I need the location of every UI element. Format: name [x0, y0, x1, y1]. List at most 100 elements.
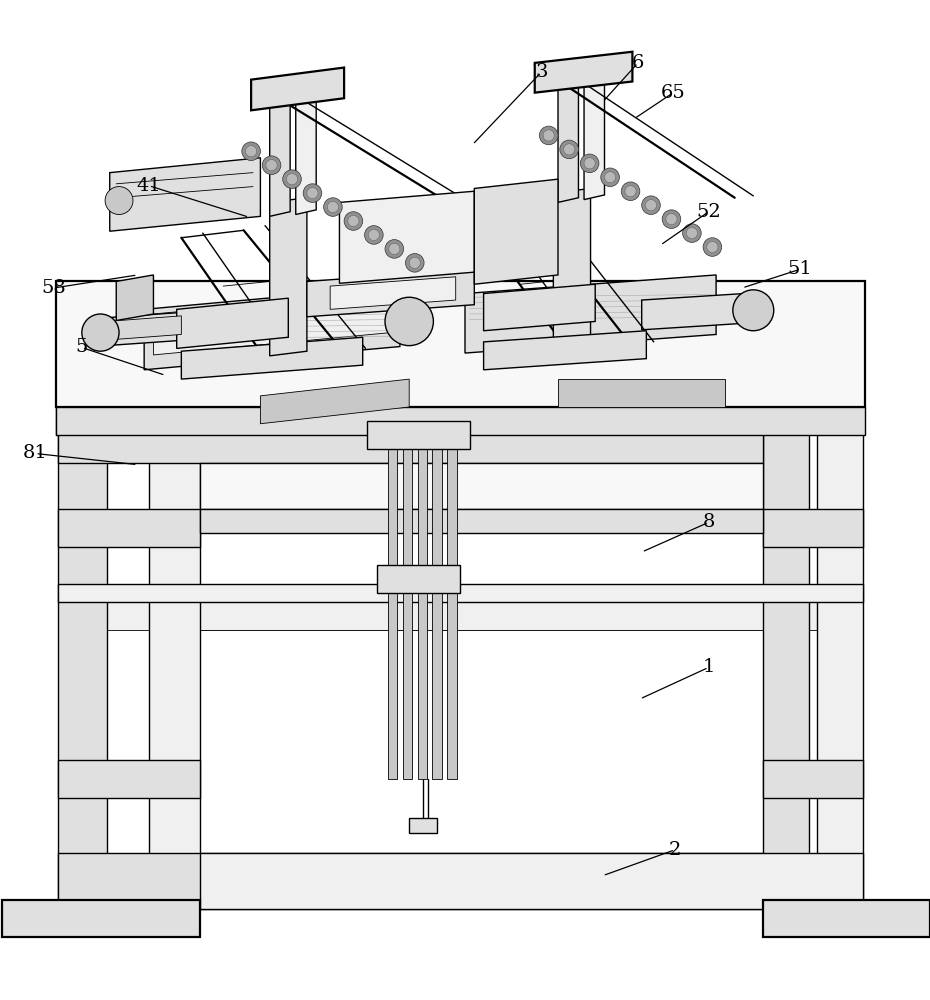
Polygon shape: [763, 509, 863, 546]
Text: 52: 52: [697, 203, 721, 221]
Polygon shape: [584, 72, 604, 200]
Polygon shape: [409, 818, 437, 833]
Circle shape: [645, 200, 657, 211]
Circle shape: [307, 188, 318, 199]
Circle shape: [368, 229, 379, 241]
Polygon shape: [377, 565, 460, 593]
Circle shape: [601, 168, 619, 187]
Circle shape: [105, 187, 133, 214]
Circle shape: [266, 160, 277, 171]
Polygon shape: [763, 760, 863, 798]
Polygon shape: [558, 75, 578, 202]
Circle shape: [283, 170, 301, 188]
Circle shape: [385, 240, 404, 258]
Circle shape: [543, 130, 554, 141]
Polygon shape: [474, 179, 558, 284]
Text: 6: 6: [631, 54, 644, 72]
Polygon shape: [144, 286, 400, 370]
Polygon shape: [251, 68, 344, 110]
Polygon shape: [553, 188, 591, 347]
Circle shape: [560, 140, 578, 159]
Circle shape: [405, 254, 424, 272]
Polygon shape: [484, 331, 646, 370]
Circle shape: [604, 172, 616, 183]
Circle shape: [683, 224, 701, 242]
Polygon shape: [2, 900, 200, 937]
Polygon shape: [93, 312, 186, 347]
Circle shape: [348, 215, 359, 227]
Polygon shape: [465, 275, 716, 353]
Circle shape: [409, 257, 420, 268]
Circle shape: [262, 156, 281, 174]
Circle shape: [539, 126, 558, 145]
Polygon shape: [270, 198, 307, 356]
Circle shape: [625, 186, 636, 197]
Polygon shape: [110, 158, 260, 231]
Text: 81: 81: [23, 444, 47, 462]
Polygon shape: [200, 593, 863, 630]
Polygon shape: [330, 277, 456, 309]
Circle shape: [344, 212, 363, 230]
Polygon shape: [432, 421, 442, 779]
Text: 58: 58: [42, 279, 66, 297]
Circle shape: [686, 228, 698, 239]
Polygon shape: [296, 84, 316, 214]
Polygon shape: [418, 421, 427, 779]
Polygon shape: [200, 463, 763, 509]
Polygon shape: [58, 853, 763, 909]
Polygon shape: [58, 593, 763, 630]
Circle shape: [703, 238, 722, 256]
Polygon shape: [56, 281, 865, 407]
Polygon shape: [260, 379, 409, 424]
Polygon shape: [388, 421, 397, 779]
Polygon shape: [642, 294, 744, 330]
Polygon shape: [56, 407, 865, 435]
Text: 65: 65: [661, 84, 685, 102]
Circle shape: [584, 158, 595, 169]
Polygon shape: [200, 509, 763, 533]
Circle shape: [385, 297, 433, 346]
Polygon shape: [535, 52, 632, 93]
Polygon shape: [177, 298, 288, 348]
Polygon shape: [270, 86, 290, 216]
Polygon shape: [58, 584, 863, 602]
Polygon shape: [149, 430, 200, 909]
Polygon shape: [403, 421, 412, 779]
Polygon shape: [763, 900, 930, 937]
Polygon shape: [817, 430, 863, 909]
Text: 2: 2: [669, 841, 682, 859]
Polygon shape: [339, 191, 474, 283]
Circle shape: [82, 314, 119, 351]
Text: 41: 41: [137, 177, 161, 195]
Polygon shape: [763, 430, 809, 909]
Polygon shape: [367, 421, 470, 449]
Circle shape: [580, 154, 599, 173]
Circle shape: [303, 184, 322, 202]
Polygon shape: [116, 275, 153, 321]
Circle shape: [642, 196, 660, 214]
Text: 1: 1: [702, 658, 715, 676]
Polygon shape: [200, 853, 863, 909]
Text: 3: 3: [535, 63, 548, 81]
Circle shape: [666, 214, 677, 225]
Polygon shape: [107, 316, 181, 340]
Circle shape: [621, 182, 640, 201]
Circle shape: [733, 290, 774, 331]
Circle shape: [324, 198, 342, 216]
Polygon shape: [558, 379, 725, 407]
Polygon shape: [58, 430, 107, 909]
Circle shape: [389, 243, 400, 254]
Circle shape: [246, 146, 257, 157]
Circle shape: [564, 144, 575, 155]
Polygon shape: [484, 284, 595, 331]
Circle shape: [327, 201, 339, 213]
Circle shape: [662, 210, 681, 228]
Text: 8: 8: [702, 513, 715, 531]
Text: 51: 51: [788, 260, 812, 278]
Polygon shape: [153, 292, 391, 355]
Circle shape: [242, 142, 260, 161]
Polygon shape: [447, 421, 457, 779]
Polygon shape: [58, 760, 200, 798]
Circle shape: [286, 174, 298, 185]
Polygon shape: [307, 269, 474, 317]
